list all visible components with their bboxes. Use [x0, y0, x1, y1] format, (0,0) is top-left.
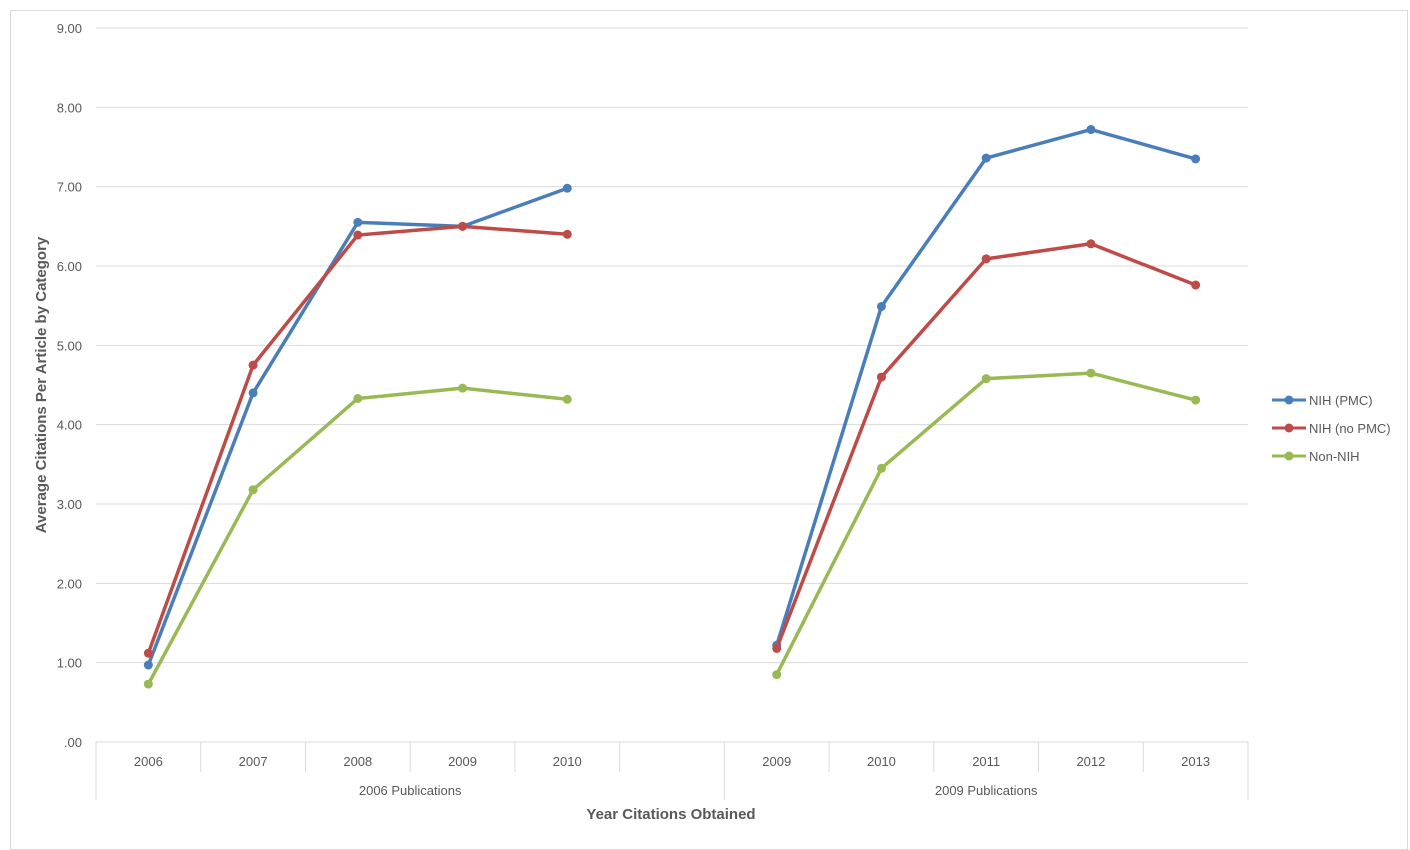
x-tick-label: 2009 [448, 754, 477, 769]
data-point [143, 648, 153, 658]
legend-marker [1284, 451, 1294, 461]
x-axis-label: Year Citations Obtained [586, 806, 755, 823]
x-tick-label: 2006 [134, 754, 163, 769]
data-point [981, 153, 991, 163]
data-point [248, 360, 258, 370]
series-lines [143, 125, 1201, 689]
data-point [1086, 125, 1096, 135]
data-point [876, 372, 886, 382]
y-tick-label: .00 [64, 735, 82, 750]
data-point [248, 388, 258, 398]
data-point [248, 485, 258, 495]
series-line [775, 127, 1197, 646]
x-tick-label: 2010 [867, 754, 896, 769]
legend-marker [1284, 423, 1294, 433]
series-line [775, 371, 1197, 676]
legend-label: Non-NIH [1309, 449, 1360, 464]
data-point [876, 463, 886, 473]
data-point [353, 393, 363, 403]
x-tick-label: 2011 [972, 754, 1000, 769]
legend-label: NIH (PMC) [1309, 393, 1373, 408]
data-point [1191, 154, 1201, 164]
legend-marker [1284, 395, 1294, 405]
y-tick-label: 2.00 [57, 576, 82, 591]
x-tick-label: 2008 [343, 754, 372, 769]
y-tick-label: 1.00 [57, 656, 82, 671]
legend-label: NIH (no PMC) [1309, 421, 1391, 436]
y-tick-label: 9.00 [57, 21, 82, 36]
data-point [981, 254, 991, 264]
x-group-label: 2009 Publications [935, 783, 1038, 798]
data-point [876, 301, 886, 311]
data-point [353, 230, 363, 240]
legend-item: Non-NIH [1272, 449, 1360, 464]
series-line [146, 224, 568, 654]
legend-item: NIH (no PMC) [1272, 421, 1391, 436]
x-group-label: 2006 Publications [359, 783, 462, 798]
y-tick-label: 3.00 [57, 497, 82, 512]
y-axis-label: Average Citations Per Article by Categor… [33, 236, 50, 533]
x-tick-label: 2007 [239, 754, 268, 769]
x-axis: 2006 2007 2008 2009 2010 2009 2010 2011 2012 2013… [95, 741, 1249, 800]
y-tick-label: 8.00 [57, 100, 82, 115]
data-point [1086, 239, 1096, 249]
series [143, 125, 1201, 670]
y-tick-label: 6.00 [57, 259, 82, 274]
series-line [146, 186, 568, 666]
y-tick-label: 5.00 [57, 338, 82, 353]
data-point [143, 660, 153, 670]
data-point [1191, 395, 1201, 405]
data-point [353, 217, 363, 227]
x-tick-label: 2013 [1181, 754, 1210, 769]
data-point [981, 374, 991, 384]
legend-item: NIH (PMC) [1272, 393, 1373, 408]
series [143, 368, 1201, 689]
legend: NIH (PMC) NIH (no PMC) Non-NIH [1272, 393, 1391, 464]
series-line [146, 386, 568, 685]
y-tick-label: 7.00 [57, 180, 82, 195]
data-point [562, 229, 572, 239]
data-point [143, 679, 153, 689]
data-point [1191, 280, 1201, 290]
x-tick-label: 2009 [762, 754, 791, 769]
x-tick-label: 2010 [553, 754, 582, 769]
data-point [772, 670, 782, 680]
data-point [458, 383, 468, 393]
y-tick-label: 4.00 [57, 418, 82, 433]
series [143, 221, 1201, 658]
data-point [772, 643, 782, 653]
data-point [562, 394, 572, 404]
data-point [1086, 368, 1096, 378]
data-point [562, 183, 572, 193]
y-tick-labels: .00 1.00 2.00 3.00 4.00 5.00 6.00 7.00 8.00 9.00 [57, 21, 82, 750]
x-tick-label: 2012 [1076, 754, 1105, 769]
data-point [458, 221, 468, 231]
